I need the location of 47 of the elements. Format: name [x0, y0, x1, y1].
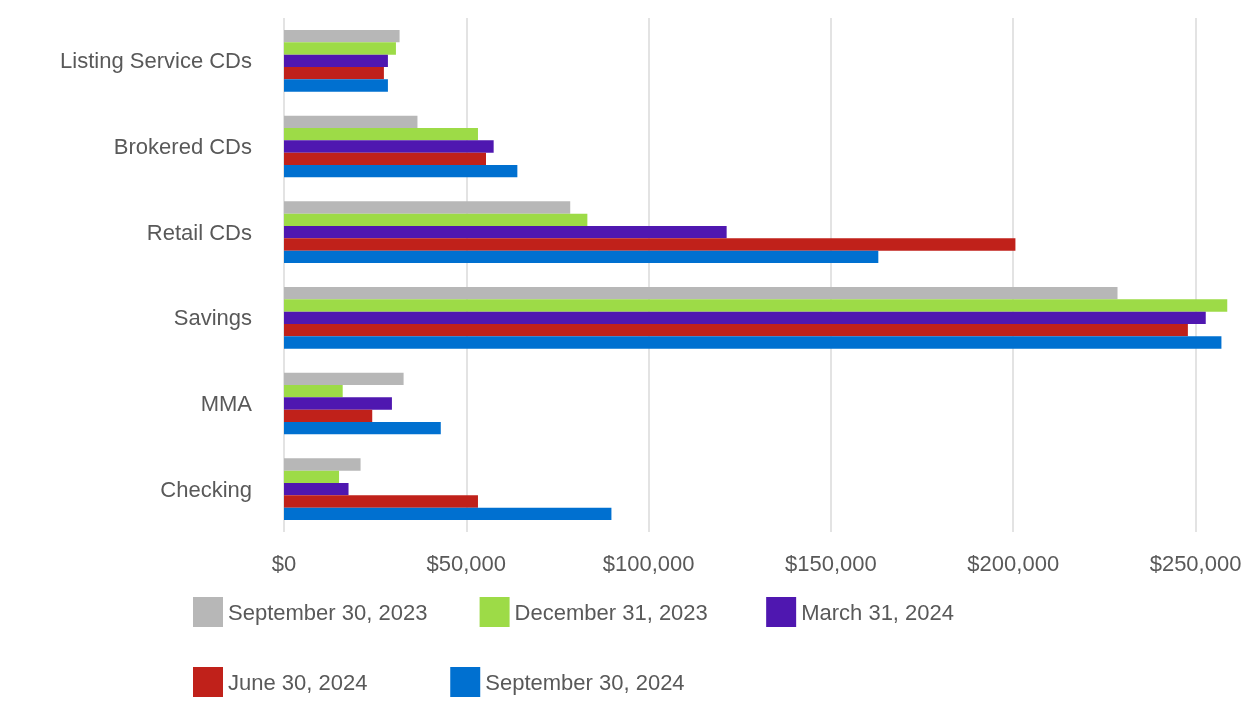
legend-label: June 30, 2024 [228, 669, 411, 695]
x-tick-label: $250,000 [1149, 550, 1242, 576]
bar [284, 29, 400, 43]
legend-label: September 30, 2024 [485, 669, 697, 695]
bar [284, 422, 441, 435]
x-tick-label: $0 [271, 550, 297, 576]
x-tick-label: $150,000 [785, 550, 877, 576]
x-tick-label: $200,000 [967, 550, 1060, 576]
bar [284, 226, 727, 239]
bar [284, 201, 571, 214]
bar [284, 165, 518, 178]
y-tick-label: MMA [200, 391, 253, 416]
bar [284, 128, 478, 141]
x-tick-label: $100,000 [602, 550, 695, 576]
legend-label: March 31, 2024 [801, 599, 991, 625]
x-tick-label: $50,000 [426, 550, 507, 576]
legend-label: December 31, 2023 [514, 599, 727, 625]
bar [284, 213, 588, 226]
bar [284, 115, 418, 128]
bar [284, 286, 1118, 300]
bar [284, 458, 361, 471]
bar [284, 79, 388, 92]
y-tick-label: Checking [160, 476, 252, 502]
bar [284, 470, 340, 483]
bar [284, 238, 1016, 251]
bar [284, 250, 879, 264]
bar [284, 140, 494, 153]
bar [284, 152, 486, 165]
bar [284, 495, 478, 508]
bar [284, 324, 1188, 337]
bar [284, 42, 396, 55]
bar [284, 336, 1222, 349]
bar [284, 372, 404, 385]
legend-label: September 30, 2023 [228, 599, 440, 625]
bar [284, 507, 612, 521]
y-tick-label: Listing Service CDs [60, 48, 252, 74]
bar [284, 67, 384, 80]
y-tick-label: Brokered CDs [113, 134, 252, 159]
y-tick-label: Savings [173, 305, 252, 331]
y-tick-label: Retail CDs [146, 219, 252, 245]
bar [284, 483, 349, 496]
bar [284, 397, 392, 410]
bar [284, 409, 373, 422]
bar [284, 311, 1206, 324]
bar [284, 385, 343, 398]
bar [284, 54, 388, 67]
bar [284, 299, 1228, 312]
